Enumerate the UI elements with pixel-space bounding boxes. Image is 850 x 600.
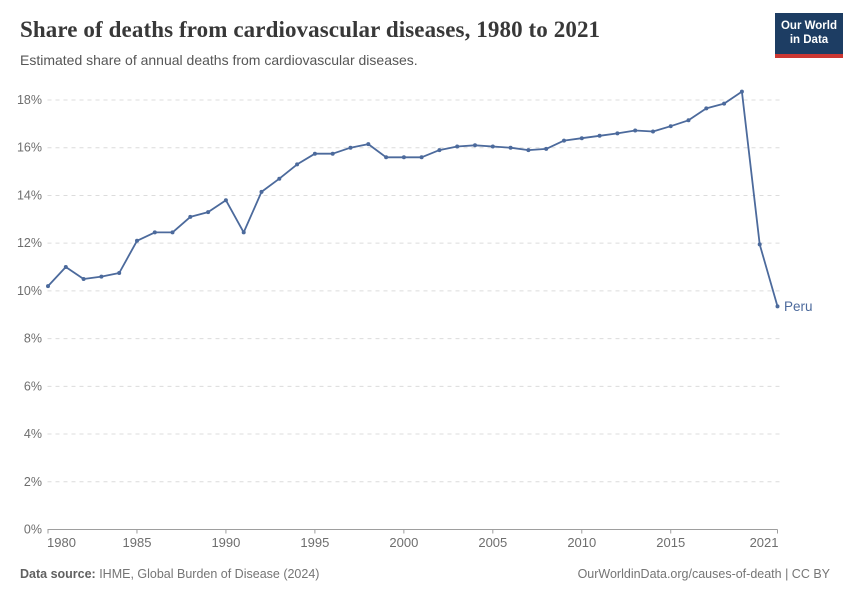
y-tick-label: 4% (24, 427, 42, 441)
data-point (188, 214, 193, 219)
y-tick-label: 16% (17, 141, 42, 155)
data-source-label: Data source: (20, 567, 96, 581)
chart-subtitle: Estimated share of annual deaths from ca… (20, 52, 418, 68)
data-point (419, 155, 424, 160)
data-point (562, 138, 566, 143)
data-point (63, 265, 68, 269)
data-point (508, 145, 513, 150)
data-point (455, 144, 460, 149)
y-tick-label: 14% (17, 188, 42, 202)
data-point (330, 151, 335, 156)
owid-logo-red-bar (775, 54, 843, 58)
y-tick-label: 0% (24, 523, 42, 537)
x-tick-label: 1985 (123, 535, 152, 550)
data-point (99, 274, 104, 279)
owid-logo-line2: in Data (789, 33, 829, 46)
y-tick-label: 10% (17, 284, 42, 298)
data-point (739, 89, 744, 94)
data-point (152, 230, 157, 235)
data-point (704, 106, 709, 111)
data-point (312, 151, 317, 156)
y-tick-label: 18% (17, 93, 42, 107)
data-point (241, 230, 246, 235)
data-point (223, 198, 228, 203)
x-tick-label: 1995 (300, 535, 329, 550)
data-point (597, 133, 602, 138)
chart-footer: Data source: IHME, Global Burden of Dise… (20, 567, 830, 581)
data-point (526, 148, 531, 153)
y-tick-label: 2% (24, 475, 42, 489)
data-point (384, 155, 389, 160)
data-point (366, 142, 371, 147)
data-point (170, 230, 175, 235)
data-point (206, 210, 211, 215)
data-point (775, 304, 780, 309)
owid-logo-line1: Our World (780, 19, 837, 32)
data-point (259, 189, 264, 194)
y-tick-label: 8% (24, 332, 42, 346)
data-point (473, 143, 477, 148)
data-point (490, 144, 495, 149)
data-point (401, 155, 406, 160)
data-point (277, 176, 282, 181)
y-tick-label: 6% (24, 379, 42, 393)
data-point (651, 129, 655, 134)
data-source-text: IHME, Global Burden of Disease (2024) (95, 567, 320, 581)
owid-logo-box: Our World in Data (775, 13, 843, 54)
data-point (117, 271, 122, 275)
series-end-label: Peru (784, 299, 813, 314)
data-source-note: Data source: IHME, Global Burden of Dise… (20, 567, 319, 581)
data-point (135, 238, 139, 243)
x-tick-label: 1990 (211, 535, 240, 550)
data-point (579, 136, 584, 141)
x-tick-label: 2021 (750, 535, 779, 550)
data-point (722, 101, 727, 106)
data-point (348, 145, 353, 150)
x-tick-label: 2010 (567, 535, 596, 550)
data-point (81, 277, 86, 281)
data-point (615, 131, 620, 136)
chart-title: Share of deaths from cardiovascular dise… (20, 17, 601, 42)
data-point (46, 284, 50, 289)
owid-logo: Our World in Data (775, 13, 843, 58)
data-line-peru (47, 90, 779, 308)
data-point (668, 124, 673, 129)
data-point (437, 148, 442, 153)
license-note: OurWorldinData.org/causes-of-death | CC … (577, 567, 830, 581)
data-point (686, 118, 691, 123)
x-tick-label: 2015 (656, 535, 685, 550)
x-tick-label: 2000 (389, 535, 418, 550)
data-point (544, 146, 549, 151)
data-point (633, 128, 638, 133)
x-tick-label: 1980 (47, 535, 76, 550)
y-tick-label: 12% (17, 236, 42, 250)
data-point (757, 242, 762, 247)
data-point (295, 162, 300, 167)
x-tick-label: 2005 (478, 535, 507, 550)
